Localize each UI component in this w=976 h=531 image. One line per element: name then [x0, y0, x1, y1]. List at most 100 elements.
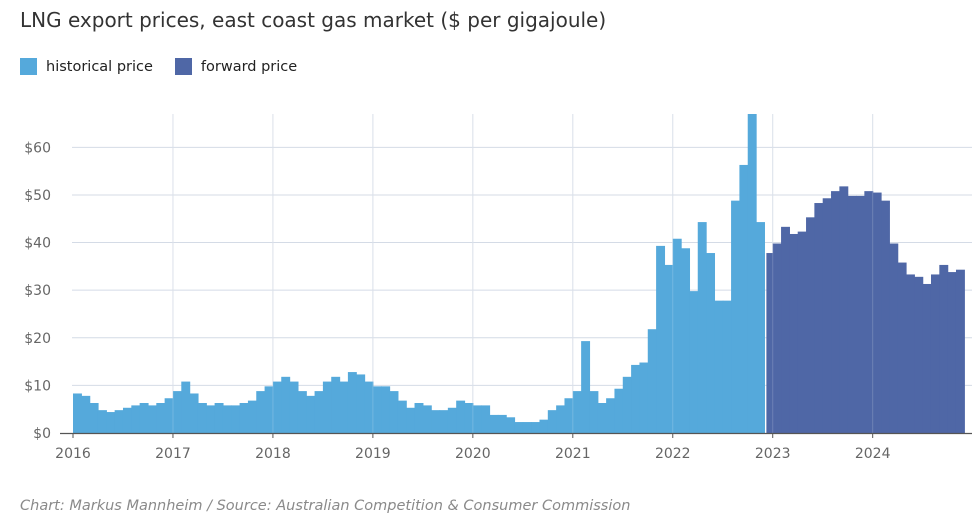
historical-bar — [439, 410, 449, 433]
forward-bar — [806, 217, 815, 433]
y-tick-label: $50 — [24, 188, 51, 204]
historical-bar — [506, 417, 516, 433]
historical-bar — [289, 381, 299, 433]
legend-swatch-forward — [174, 58, 192, 75]
forward-bar — [856, 195, 865, 433]
historical-bar — [81, 395, 91, 433]
y-tick-label: $20 — [24, 331, 51, 347]
chart-plot: $0 $10 $20 $30 $40 $50 $60 2016 2017 2018 2019 2020… — [24, 114, 972, 462]
historical-bar — [714, 300, 724, 433]
historical-bar — [456, 400, 466, 433]
forward-bar — [839, 186, 849, 433]
historical-bar — [414, 403, 424, 433]
historical-bar — [322, 381, 332, 433]
historical-bar — [581, 341, 591, 433]
historical-bar — [181, 381, 191, 433]
historical-bar — [389, 391, 399, 433]
historical-bar — [139, 403, 149, 433]
y-tick-label: $10 — [24, 378, 51, 394]
historical-bar — [89, 403, 99, 433]
historical-bar — [722, 300, 732, 433]
y-tick-label: $60 — [24, 140, 51, 156]
x-tick-label: 2017 — [155, 446, 191, 462]
historical-bar — [356, 374, 366, 433]
forward-bar — [881, 200, 890, 433]
forward-bar — [822, 198, 832, 433]
forward-bar — [772, 243, 782, 433]
historical-bar — [164, 398, 174, 433]
historical-bar — [247, 400, 257, 433]
forward-bar — [872, 192, 882, 433]
forward-bar — [847, 195, 857, 433]
historical-bar — [114, 410, 124, 433]
historical-bar — [447, 407, 457, 433]
historical-bar — [297, 391, 307, 433]
historical-bar — [522, 422, 532, 433]
y-tick-label: $0 — [33, 426, 51, 442]
x-tick-label: 2020 — [455, 446, 491, 462]
forward-bar — [831, 191, 840, 433]
legend-label-historical: historical price — [46, 58, 153, 75]
historical-bar — [106, 412, 116, 433]
historical-bar — [256, 391, 266, 433]
historical-bar — [647, 329, 657, 433]
chart-source: Chart: Markus Mannheim / Source: Austral… — [20, 498, 631, 514]
historical-bar — [514, 422, 524, 433]
forward-bar — [766, 253, 774, 433]
historical-bar — [197, 403, 207, 433]
forward-bar — [797, 231, 807, 433]
legend-label-forward: forward price — [200, 58, 298, 75]
historical-bar — [306, 395, 316, 433]
forward-bar — [922, 283, 932, 433]
historical-bar — [656, 245, 666, 433]
historical-bar — [572, 391, 582, 433]
historical-bar — [314, 391, 324, 433]
historical-bar — [556, 405, 566, 433]
historical-bar — [406, 407, 416, 433]
forward-bar — [897, 262, 907, 433]
historical-bar — [347, 372, 357, 433]
historical-bar — [156, 403, 166, 433]
historical-bar — [747, 114, 757, 433]
chart-legend: historical price forward price — [20, 58, 319, 75]
historical-bar — [122, 407, 132, 433]
historical-bar — [639, 362, 649, 433]
historical-bar — [672, 238, 682, 433]
historical-bar — [472, 405, 482, 433]
x-tick-label: 2021 — [555, 446, 591, 462]
forward-bar — [939, 264, 949, 433]
x-tick-label: 2018 — [255, 446, 291, 462]
historical-bar — [281, 376, 291, 433]
historical-bar — [564, 398, 574, 433]
historical-bar — [622, 376, 632, 433]
historical-bar — [756, 222, 765, 433]
forward-bar — [947, 272, 957, 433]
historical-bar — [431, 410, 441, 433]
x-tick-label: 2023 — [755, 446, 791, 462]
forward-bar — [914, 276, 924, 433]
historical-bar — [331, 376, 341, 433]
historical-bar — [189, 393, 199, 433]
historical-bar — [589, 391, 599, 433]
historical-bar — [131, 405, 141, 433]
legend-item-historical: historical price — [20, 58, 153, 75]
historical-bar — [739, 164, 749, 433]
historical-bar — [397, 400, 407, 433]
historical-bar — [489, 414, 499, 433]
historical-bar — [547, 410, 557, 433]
historical-bar — [364, 381, 374, 433]
historical-bar — [422, 405, 432, 433]
historical-bar — [73, 393, 82, 433]
historical-bar — [97, 410, 107, 433]
historical-bar — [614, 388, 624, 433]
forward-bar — [781, 226, 790, 433]
historical-bar — [681, 248, 691, 433]
legend-item-forward: forward price — [174, 58, 298, 75]
historical-bar — [272, 381, 282, 433]
legend-swatch-historical — [20, 58, 37, 75]
historical-bar — [689, 291, 699, 433]
x-tick-label: 2016 — [55, 446, 91, 462]
historical-bar — [372, 386, 382, 433]
x-tick-label: 2024 — [855, 446, 891, 462]
historical-bar — [231, 405, 241, 433]
